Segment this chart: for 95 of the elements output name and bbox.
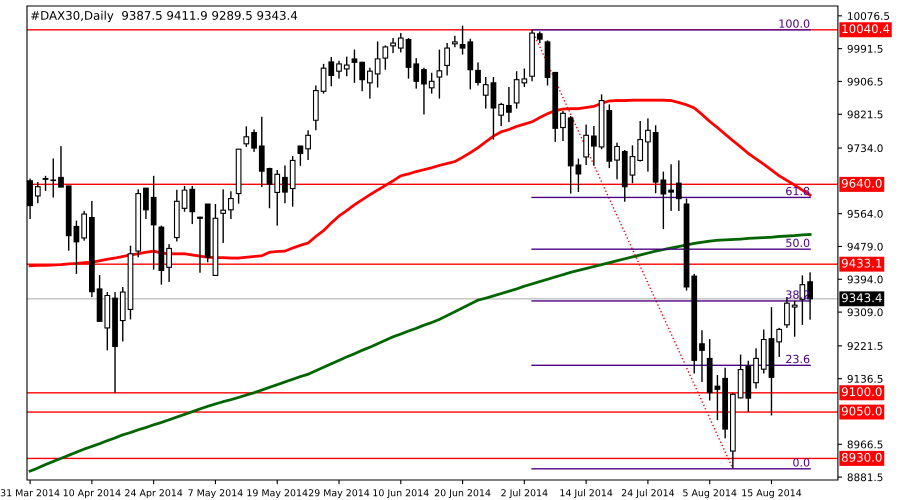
candlestick: [536, 30, 543, 44]
candlestick: [776, 327, 782, 358]
candlestick: [182, 185, 188, 212]
candlestick: [421, 67, 427, 116]
candlestick: [336, 60, 342, 80]
candlestick: [436, 48, 442, 100]
candlestick: [220, 188, 226, 244]
candlestick: [560, 110, 566, 142]
candlestick: [74, 220, 80, 275]
candlestick: [521, 68, 528, 88]
ref-line-label: 9050.0: [842, 406, 882, 416]
y-tick-label: 10076.5: [848, 12, 890, 20]
candlestick: [266, 167, 272, 209]
candlestick: [34, 181, 41, 204]
y-tick-label: 8966.5: [848, 440, 882, 448]
y-tick-label: 9821.5: [848, 110, 882, 118]
candlestick: [475, 62, 481, 86]
candlestick: [81, 210, 88, 242]
candlestick: [807, 272, 813, 320]
candlestick: [637, 120, 644, 162]
y-tick-label: 9221.5: [848, 342, 882, 350]
candlestick: [143, 187, 149, 220]
x-tick-label: 5 Aug 2014: [683, 489, 736, 498]
candlestick: [413, 57, 420, 90]
candlestick: [590, 125, 597, 166]
y-tick-label: 9564.0: [848, 210, 883, 218]
chart-title: #DAX30,Daily 9387.5 9411.9 9289.5 9343.4: [31, 10, 298, 22]
candlestick: [243, 126, 250, 148]
candlestick: [344, 56, 350, 77]
ref-line-label: 9100.0: [842, 387, 882, 396]
y-tick-label: 9136.5: [848, 374, 882, 383]
candlestick: [498, 102, 504, 127]
y-tick-label: 9906.5: [848, 78, 882, 86]
candlestick: [352, 48, 358, 84]
ref-line-label: 9433.1: [842, 258, 882, 268]
candlestick: [274, 169, 280, 226]
y-tick-label: 9734.0: [848, 144, 883, 152]
series-label: 0.0: [793, 458, 810, 467]
candlestick: [359, 60, 366, 92]
y-tick-label: 9479.0: [848, 242, 883, 251]
x-tick-label: 24 Apr 2014: [125, 489, 182, 498]
line-series: [28, 233, 812, 473]
candlestick: [197, 216, 203, 274]
candlestick: [576, 158, 582, 193]
candlestick: [482, 76, 489, 110]
candlestick: [282, 164, 288, 204]
series-label: 50.0: [786, 238, 810, 248]
candlestick: [506, 86, 512, 123]
y-tick-label: 9394.0: [848, 276, 883, 284]
candlestick: [660, 170, 666, 230]
candlestick: [514, 70, 520, 110]
x-tick-label: 19 May 2014: [247, 489, 308, 498]
y-tick-label: 8881.5: [848, 473, 882, 482]
x-tick-label: 7 May 2014: [188, 489, 243, 498]
x-tick-label: 24 Jul 2014: [622, 489, 674, 498]
candlestick: [792, 300, 798, 338]
candlestick: [614, 142, 620, 180]
x-tick-label: 29 May 2014: [308, 489, 370, 498]
candlestick: [320, 63, 326, 94]
ref-line-label: 10040.4: [842, 24, 890, 34]
series-label: 100.0: [780, 19, 810, 28]
candlestick: [583, 124, 590, 166]
candlestick: [398, 32, 404, 54]
candlestick: [452, 35, 458, 48]
candlestick: [251, 128, 257, 153]
candlestick: [699, 330, 705, 383]
candlestick: [460, 24, 466, 56]
x-tick-label: 10 Jun 2014: [373, 489, 429, 498]
series-label: 23.6: [786, 354, 810, 364]
candlestick: [42, 175, 48, 192]
ref-line-label: 8930.0: [842, 452, 882, 462]
candlestick: [676, 160, 682, 212]
candlestick: [228, 190, 234, 220]
candlestick: [630, 144, 636, 184]
y-tick-label: 9309.0: [848, 308, 883, 316]
candlestick: [390, 37, 396, 54]
candlestick: [428, 72, 435, 94]
candlestick: [444, 42, 450, 76]
candlestick: [382, 44, 388, 70]
candlestick: [189, 185, 196, 225]
candlestick: [714, 374, 720, 421]
x-tick-label: 10 Apr 2014: [64, 489, 121, 498]
candlestick: [668, 164, 674, 212]
x-tick-label: 14 Jul 2014: [560, 489, 612, 498]
y-tick-label: 9991.5: [848, 44, 882, 53]
x-tick-label: 31 Mar 2014: [0, 489, 60, 496]
candlestick: [50, 158, 56, 198]
candlestick: [328, 56, 334, 87]
x-tick-label: 20 Jun 2014: [434, 489, 490, 498]
candlestick: [645, 118, 651, 172]
x-tick-label: 15 Aug 2014: [742, 489, 802, 498]
ref-line-label: 9343.4: [842, 293, 882, 302]
ref-line-label: 9640.0: [842, 178, 882, 188]
x-tick-label: 2 Jul 2014: [501, 489, 548, 498]
candlestick: [58, 145, 64, 188]
